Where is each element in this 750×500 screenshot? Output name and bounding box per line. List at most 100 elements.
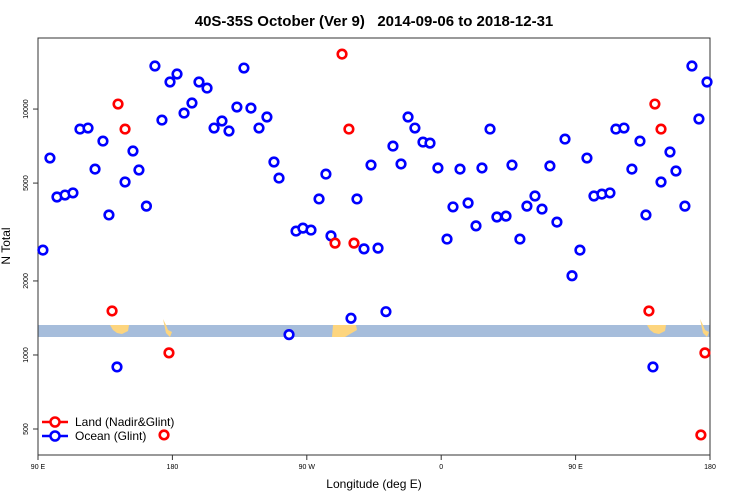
land-point <box>695 429 707 441</box>
ocean-point <box>253 122 265 134</box>
ocean-point <box>618 122 630 134</box>
ocean-point <box>238 62 250 74</box>
x-tick-label: 90 E <box>31 464 46 471</box>
ocean-point <box>604 187 616 199</box>
ocean-point <box>268 156 280 168</box>
x-axis: 90 E 180 90 W 0 90 E 180 <box>31 455 716 471</box>
ocean-point <box>320 168 332 180</box>
ocean-point <box>701 76 713 88</box>
land-point <box>643 305 655 317</box>
legend-label-ocean: Ocean (Glint) <box>75 429 146 443</box>
y-tick-label: 1000 <box>23 347 30 363</box>
ocean-point <box>647 361 659 373</box>
ocean-point <box>432 162 444 174</box>
land-point <box>329 237 341 249</box>
ocean-point <box>97 135 109 147</box>
ocean-point <box>345 312 357 324</box>
ocean-point <box>670 165 682 177</box>
ocean-point <box>536 203 548 215</box>
x-tick-label: 180 <box>704 464 716 471</box>
legend-label-land: Land (Nadir&Glint) <box>75 415 174 429</box>
ocean-point <box>133 164 145 176</box>
ocean-point <box>559 133 571 145</box>
ocean-point <box>566 270 578 282</box>
ocean-point <box>372 242 384 254</box>
ocean-point <box>551 216 563 228</box>
ocean-point <box>111 361 123 373</box>
legend-marker-ocean <box>49 430 61 442</box>
land-shape <box>700 319 709 337</box>
ocean-point <box>171 68 183 80</box>
chart-title: 40S-35S October (Ver 9) 2014-09-06 to 20… <box>195 13 554 30</box>
land-point <box>112 98 124 110</box>
x-tick-label: 0 <box>439 464 443 471</box>
land-shape <box>647 325 666 334</box>
ocean-point <box>380 306 392 318</box>
ocean-point <box>89 163 101 175</box>
plot-frame <box>37 37 711 456</box>
ocean-point <box>67 187 79 199</box>
ocean-point <box>149 60 161 72</box>
land-point <box>348 237 360 249</box>
ocean-point <box>156 114 168 126</box>
ocean-point <box>462 197 474 209</box>
ocean-point <box>283 329 295 341</box>
ocean-point <box>634 135 646 147</box>
data-points <box>37 48 713 441</box>
ocean-point <box>574 244 586 256</box>
land-point <box>336 48 348 60</box>
ocean-point <box>261 111 273 123</box>
ocean-point <box>140 200 153 212</box>
ocean-point <box>409 122 421 134</box>
ocean-point <box>358 243 370 255</box>
y-tick-label: 2000 <box>23 273 30 289</box>
land-point <box>699 347 711 359</box>
ocean-point <box>521 200 533 212</box>
ocean-point <box>581 152 593 164</box>
ocean-point <box>506 159 518 171</box>
ocean-point <box>544 160 556 172</box>
x-tick-label: 180 <box>167 464 179 471</box>
ocean-point <box>693 113 705 125</box>
ocean-point <box>201 82 213 94</box>
ocean-point <box>476 162 488 174</box>
ocean-point <box>223 125 235 137</box>
ocean-point <box>514 233 526 245</box>
ocean-point <box>470 220 482 232</box>
ocean-point <box>208 122 220 134</box>
ocean-point <box>313 193 325 205</box>
land-point <box>163 347 175 359</box>
land-point <box>655 123 667 135</box>
y-tick-label: 5000 <box>23 175 30 191</box>
ocean-point <box>245 102 257 114</box>
map-strip <box>38 319 710 337</box>
ocean-point <box>119 176 131 188</box>
ocean-point <box>127 145 139 157</box>
ocean-point <box>679 200 691 212</box>
land-shape <box>163 319 172 337</box>
ocean-point <box>529 190 541 202</box>
ocean-point <box>454 163 466 175</box>
ocean-point <box>387 140 399 152</box>
legend-item-land: Land (Nadir&Glint) <box>42 415 174 429</box>
legend: Land (Nadir&Glint) Ocean (Glint) <box>42 415 174 443</box>
ocean-point <box>273 172 285 184</box>
ocean-point <box>216 115 228 127</box>
ocean-point <box>178 107 190 119</box>
legend-item-ocean: Ocean (Glint) <box>42 429 146 443</box>
ocean-point <box>424 137 436 149</box>
land-point <box>106 305 118 317</box>
ocean-point <box>686 60 698 72</box>
land-shape <box>332 325 357 337</box>
y-axis-label: N Total <box>0 227 13 264</box>
y-tick-label: 500 <box>23 423 30 435</box>
legend-marker-land <box>49 416 61 428</box>
ocean-point <box>365 159 377 171</box>
x-tick-label: 90 W <box>299 464 316 471</box>
land-point <box>119 123 131 135</box>
y-axis: 500 1000 2000 5000 10000 <box>23 99 38 435</box>
ocean-point <box>37 244 49 256</box>
ocean-point <box>395 158 407 170</box>
ocean-point <box>305 224 317 236</box>
